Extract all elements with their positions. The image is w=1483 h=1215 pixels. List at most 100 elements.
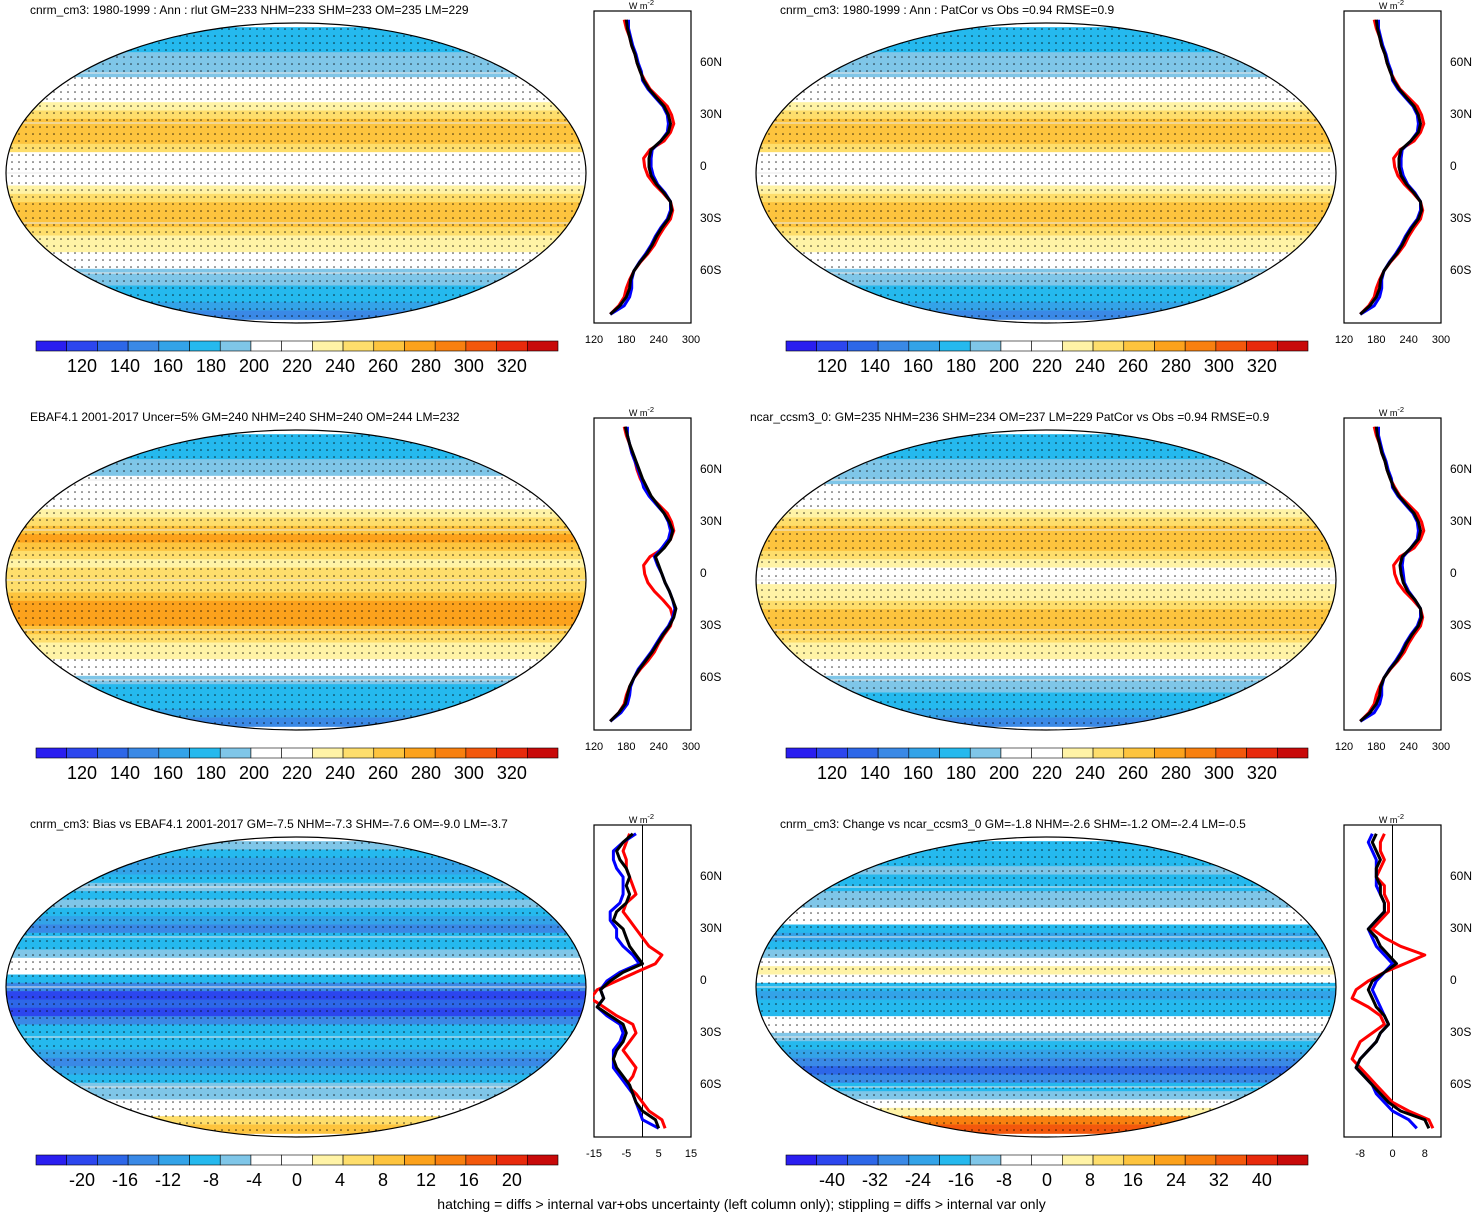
colorbar-swatch — [127, 340, 160, 352]
colorbar-swatch — [219, 1154, 252, 1166]
colorbar-swatch — [1276, 340, 1309, 352]
colorbar-tick-label: 220 — [1031, 356, 1063, 376]
colorbar-swatch — [219, 340, 252, 352]
colorbar-tick-label: -4 — [245, 1170, 263, 1190]
panel-2: cnrm_cm3: 1980-1999 : Ann : PatCor vs Ob… — [750, 0, 1483, 400]
colorbar-tick-label: 300 — [1203, 356, 1234, 376]
colorbar-tick-label: 140 — [860, 763, 891, 783]
profile-line-red — [1359, 19, 1426, 316]
footer-note: hatching = diffs > internal var+obs unce… — [437, 1196, 1046, 1212]
colorbar-tick-label: 240 — [324, 763, 356, 783]
colorbar — [35, 747, 559, 759]
colorbar-tick-label: 120 — [817, 763, 848, 783]
profile-line-red — [609, 19, 676, 316]
colorbar-swatch — [342, 1154, 375, 1166]
colorbar-swatch — [526, 747, 559, 759]
colorbar-tick-label: 260 — [367, 763, 398, 783]
profile-line-blue — [1359, 19, 1422, 316]
colorbar-tick-label: 120 — [67, 356, 98, 376]
colorbar-tick-label: 220 — [281, 356, 313, 376]
colorbar-tick-label: 8 — [1084, 1170, 1095, 1190]
unit-text: W m — [1378, 815, 1398, 825]
colorbar-swatch — [250, 340, 282, 352]
colorbar-tick-label: 320 — [1246, 356, 1277, 376]
profile-lat-tick: 60N — [1450, 55, 1473, 69]
unit-text: W m — [1378, 1, 1398, 11]
colorbar-tick-label: 180 — [195, 356, 227, 376]
profile-lat-tick: 0 — [1450, 566, 1457, 580]
profile-x-tick: 240 — [649, 334, 668, 346]
profile-unit-label: W m-2 — [629, 405, 654, 418]
colorbar-swatch — [35, 340, 68, 352]
colorbar-swatch — [1184, 747, 1217, 759]
colorbar-swatch — [908, 747, 940, 759]
colorbar-swatch — [1123, 747, 1155, 759]
colorbar-tick-label: -8 — [995, 1170, 1013, 1190]
colorbar-swatch — [342, 747, 375, 759]
colorbar-swatch — [496, 747, 528, 759]
colorbar — [35, 1154, 559, 1166]
colorbar-tick-label: 280 — [1160, 356, 1191, 376]
colorbar-swatch — [1246, 747, 1278, 759]
profile-line-blue — [1359, 426, 1422, 723]
colorbar-tick-label: 0 — [1041, 1170, 1053, 1190]
colorbar-swatch — [1062, 747, 1094, 759]
colorbar-swatch — [1000, 747, 1032, 759]
panel-1: cnrm_cm3: 1980-1999 : Ann : rlut GM=233 … — [0, 0, 745, 400]
colorbar-tick-label: 280 — [410, 763, 441, 783]
colorbar-tick-label: -16 — [112, 1170, 139, 1190]
colorbar-tick-label: 320 — [496, 356, 527, 376]
colorbar-swatch — [281, 340, 313, 352]
colorbar-tick-label: 260 — [1117, 356, 1148, 376]
colorbar-tick-label: 260 — [1117, 763, 1148, 783]
profile-lat-tick: 0 — [700, 566, 707, 580]
colorbar-swatch — [189, 1154, 221, 1166]
map-title: cnrm_cm3: Change vs ncar_ccsm3_0 GM=-1.8… — [780, 817, 1246, 831]
colorbar-swatch — [1000, 1154, 1032, 1166]
profile-line-blue — [595, 832, 660, 1130]
colorbar-tick-label: -8 — [203, 1170, 220, 1190]
colorbar-tick-label: 120 — [817, 356, 848, 376]
colorbar-tick-label: 140 — [110, 763, 141, 783]
colorbar-tick-label: 160 — [903, 356, 934, 376]
colorbar-tick-label: 180 — [195, 763, 227, 783]
colorbar-swatch — [496, 340, 528, 352]
profile-x-tick: -8 — [1355, 1148, 1366, 1160]
colorbar-swatch — [1215, 1154, 1247, 1166]
colorbar-swatch — [373, 340, 405, 352]
colorbar-swatch — [97, 747, 129, 759]
profile-unit-label: W m-2 — [629, 0, 654, 11]
colorbar-swatch — [66, 340, 98, 352]
colorbar-tick-label: 4 — [334, 1170, 345, 1190]
colorbar-swatch — [1123, 340, 1155, 352]
colorbar-swatch — [35, 1154, 68, 1166]
colorbar-swatch — [847, 747, 879, 759]
colorbar-swatch — [158, 747, 190, 759]
profile-x-tick: 300 — [1431, 741, 1451, 753]
colorbar-swatch — [189, 340, 221, 352]
colorbar-swatch — [1154, 340, 1186, 352]
colorbar-swatch — [97, 340, 129, 352]
colorbar-swatch — [465, 747, 497, 759]
colorbar-tick-label: -32 — [862, 1170, 889, 1190]
colorbar-swatch — [1154, 1154, 1186, 1166]
colorbar-swatch — [847, 1154, 879, 1166]
world-map — [755, 22, 1337, 324]
profile-lat-tick: 30S — [1450, 211, 1472, 225]
colorbar-swatch — [1123, 1154, 1155, 1166]
profile-x-tick: 120 — [1334, 741, 1354, 753]
map-outline — [755, 429, 1337, 731]
colorbar-swatch — [434, 340, 467, 352]
colorbar-tick-label: 20 — [501, 1170, 522, 1190]
colorbar-tick-label: 12 — [415, 1170, 436, 1190]
profile-x-tick: 120 — [1334, 334, 1354, 346]
colorbar-swatch — [1000, 340, 1032, 352]
zonal-mean-profile — [1343, 824, 1442, 1138]
profile-lat-tick: 30S — [1450, 618, 1472, 632]
profile-x-tick: 5 — [655, 1148, 662, 1160]
profile-line-red — [1350, 833, 1435, 1129]
profile-unit-label: W m-2 — [629, 812, 654, 825]
profile-x-tick: 180 — [617, 334, 636, 346]
colorbar — [785, 747, 1309, 759]
colorbar-tick-label: 40 — [1251, 1170, 1272, 1190]
